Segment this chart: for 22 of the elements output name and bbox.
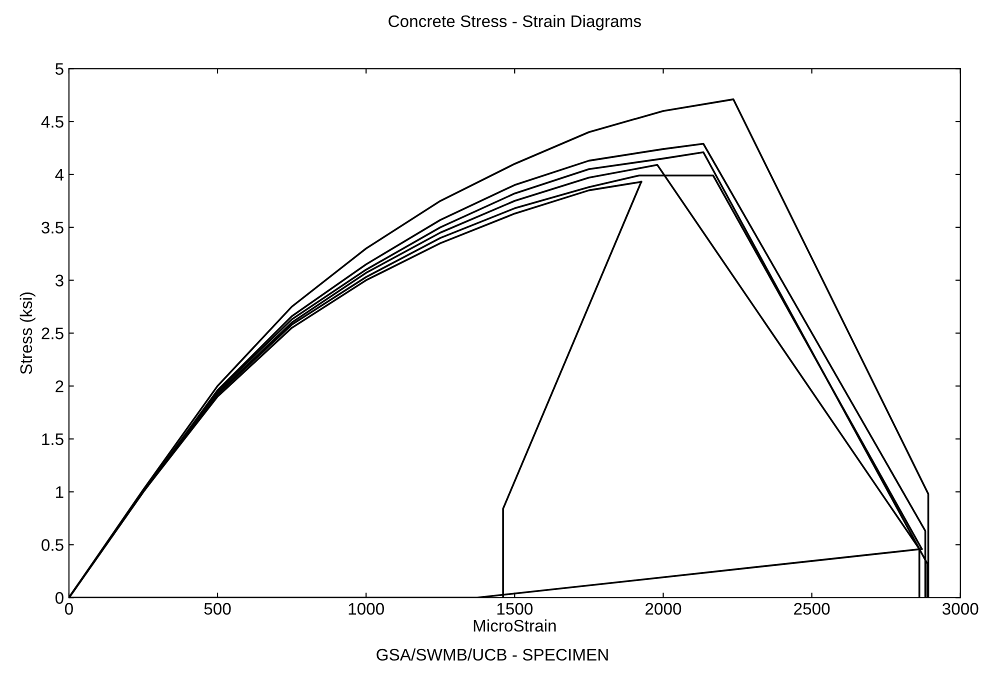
- y-tick-label: 0.5: [42, 539, 64, 551]
- x-axis-title: MicroStrain: [474, 619, 556, 632]
- x-tick-label: 2500: [794, 602, 830, 615]
- y-tick-label: 4: [55, 169, 64, 180]
- x-tick-label: 0: [64, 602, 73, 615]
- y-tick-label: 4.5: [41, 116, 64, 128]
- y-tick-label: 1.5: [42, 434, 64, 446]
- chart-title: Concrete Stress - Strain Diagrams: [388, 14, 641, 30]
- x-tick-label: 1000: [348, 602, 384, 615]
- y-tick-label: 0: [55, 592, 64, 604]
- text: GSA/SWMB/UCB - SPECIMEN: [376, 648, 608, 661]
- x-tick-label: 2000: [646, 602, 682, 615]
- y-axis-title: Stress (ksi): [20, 292, 36, 374]
- y-tick-label: 5: [55, 63, 64, 75]
- y-tick-label: 2.5: [42, 328, 64, 340]
- y-tick-label: 3: [55, 274, 64, 286]
- y-tick-label: 2: [56, 380, 64, 392]
- y-tick-label: 3.5: [42, 222, 64, 234]
- y-tick-label: 1: [56, 486, 64, 498]
- x-tick-label: 3000: [942, 602, 978, 615]
- x-tick-label: 1500: [497, 602, 533, 615]
- x-tick-label: 500: [204, 602, 231, 615]
